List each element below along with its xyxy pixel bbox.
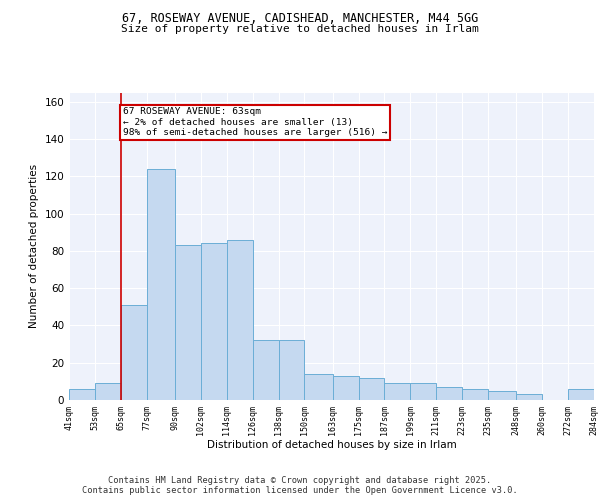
Bar — [436, 387, 462, 400]
Bar — [175, 246, 201, 400]
Text: Contains HM Land Registry data © Crown copyright and database right 2025.
Contai: Contains HM Land Registry data © Crown c… — [82, 476, 518, 495]
Y-axis label: Number of detached properties: Number of detached properties — [29, 164, 39, 328]
Bar — [410, 383, 436, 400]
Bar — [304, 374, 332, 400]
Text: 67 ROSEWAY AVENUE: 63sqm
← 2% of detached houses are smaller (13)
98% of semi-de: 67 ROSEWAY AVENUE: 63sqm ← 2% of detache… — [123, 108, 388, 137]
Text: Size of property relative to detached houses in Irlam: Size of property relative to detached ho… — [121, 24, 479, 34]
Bar — [253, 340, 278, 400]
Bar — [121, 305, 147, 400]
Bar — [147, 169, 175, 400]
Bar — [278, 340, 304, 400]
Bar — [201, 244, 227, 400]
Bar — [359, 378, 385, 400]
Bar — [568, 389, 594, 400]
Bar — [332, 376, 359, 400]
Bar — [488, 390, 516, 400]
Bar — [69, 389, 95, 400]
Bar — [95, 383, 121, 400]
Text: 67, ROSEWAY AVENUE, CADISHEAD, MANCHESTER, M44 5GG: 67, ROSEWAY AVENUE, CADISHEAD, MANCHESTE… — [122, 12, 478, 26]
Bar — [516, 394, 542, 400]
Bar — [462, 389, 488, 400]
Bar — [385, 383, 410, 400]
X-axis label: Distribution of detached houses by size in Irlam: Distribution of detached houses by size … — [206, 440, 457, 450]
Bar — [227, 240, 253, 400]
